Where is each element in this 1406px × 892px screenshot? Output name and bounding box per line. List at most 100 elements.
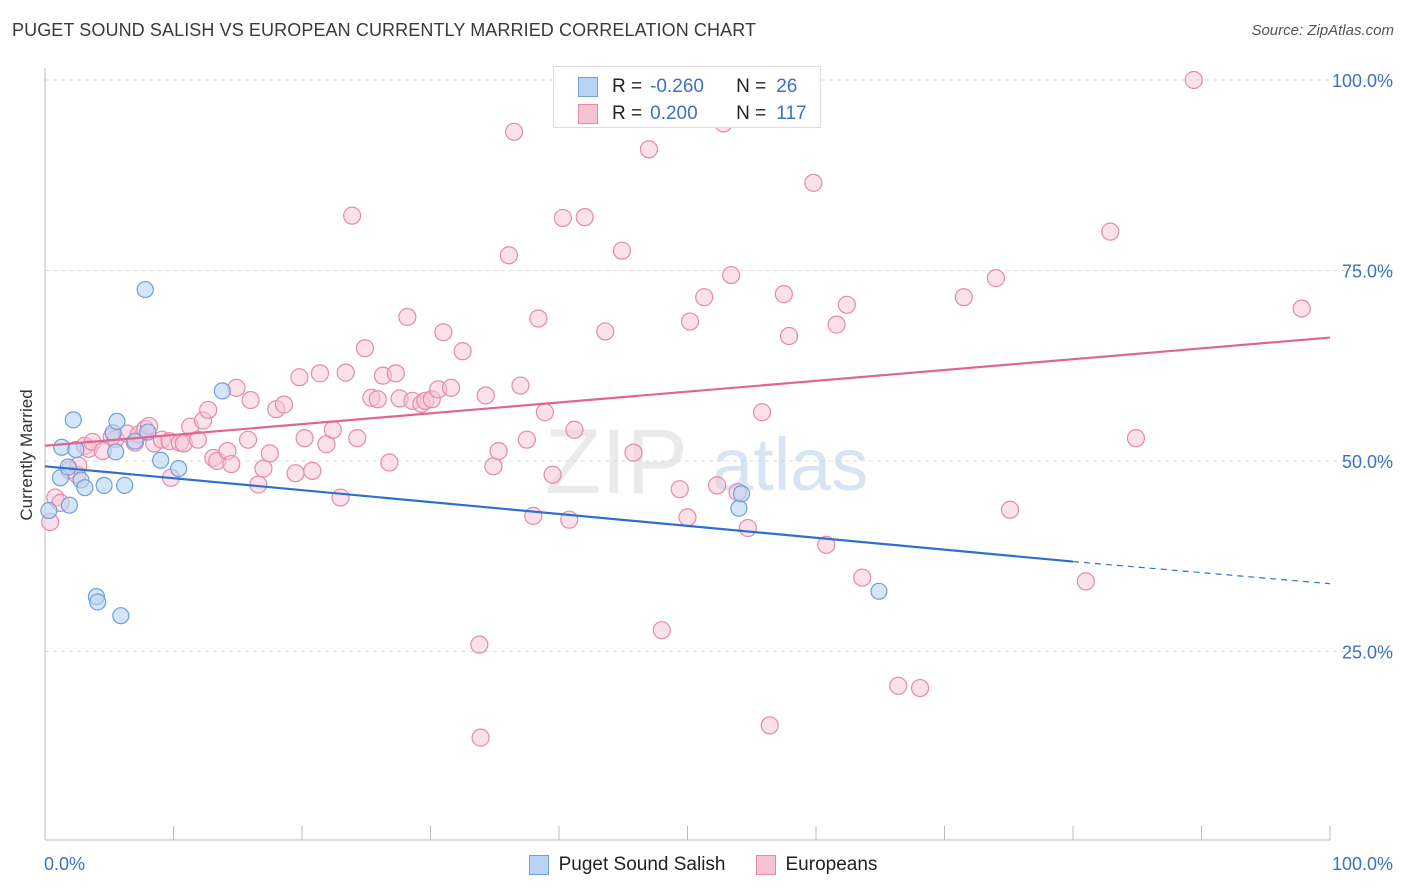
chart-title: PUGET SOUND SALISH VS EUROPEAN CURRENTLY… <box>12 20 757 40</box>
data-point-europeans <box>254 459 273 478</box>
data-point-europeans <box>553 208 572 228</box>
y-tick-label: 100.0% <box>1332 71 1393 91</box>
y-tick-label: 75.0% <box>1342 262 1393 282</box>
legend: Puget Sound Salish Europeans <box>0 850 1406 880</box>
data-point-europeans <box>837 295 856 314</box>
data-point-europeans <box>331 488 350 507</box>
data-point-europeans <box>517 430 536 449</box>
data-point-europeans <box>290 368 309 387</box>
data-point-salish <box>730 499 748 517</box>
trend-line-europeans <box>44 336 1331 447</box>
data-point-europeans <box>670 480 689 499</box>
legend-label-salish: Puget Sound Salish <box>558 854 726 875</box>
data-point-europeans <box>889 676 908 695</box>
data-point-europeans <box>199 400 218 420</box>
trend-lines <box>44 336 1331 585</box>
data-point-europeans <box>1000 500 1020 519</box>
salish-points <box>40 280 888 625</box>
data-point-europeans <box>695 288 714 307</box>
data-point-europeans <box>489 441 508 461</box>
data-point-europeans <box>722 265 741 285</box>
data-point-europeans <box>343 206 362 225</box>
source-note: Source: ZipAtlas.com <box>1251 22 1394 39</box>
data-point-europeans <box>817 535 836 554</box>
data-point-salish <box>108 412 126 430</box>
data-point-salish <box>40 501 58 520</box>
data-point-europeans <box>535 403 554 422</box>
data-point-europeans <box>295 429 314 448</box>
data-point-europeans <box>1076 572 1095 591</box>
legend-item-salish[interactable]: Puget Sound Salish <box>528 854 726 876</box>
data-point-salish <box>64 411 82 429</box>
stats-box: R = -0.260 N = 26 R = 0.200 N = 117 <box>553 66 821 128</box>
data-point-europeans <box>986 269 1006 288</box>
data-point-europeans <box>779 326 799 346</box>
data-point-europeans <box>470 635 489 654</box>
data-point-europeans <box>398 307 417 327</box>
data-point-salish <box>67 440 85 459</box>
data-point-europeans <box>310 364 330 383</box>
data-point-europeans <box>241 390 260 410</box>
data-point-salish <box>89 593 107 611</box>
axes <box>44 68 1331 841</box>
legend-item-europeans[interactable]: Europeans <box>755 854 878 876</box>
data-point-salish <box>76 479 94 497</box>
x-tick-label: 100.0% <box>1332 854 1393 874</box>
salish-swatch <box>578 77 598 97</box>
data-point-europeans <box>853 568 872 587</box>
data-point-europeans <box>760 716 779 735</box>
europeans-points <box>41 68 1311 747</box>
data-point-salish <box>112 607 130 625</box>
data-point-europeans <box>1101 222 1120 241</box>
r-value: 0.200 <box>650 103 698 124</box>
tick-labels: 25.0% 50.0% 75.0% 100.0% 0.0% 100.0% <box>44 71 1393 874</box>
data-point-salish <box>732 485 751 503</box>
data-point-europeans <box>612 241 632 260</box>
data-point-europeans <box>529 309 548 328</box>
data-point-salish <box>116 476 134 494</box>
trend-line-salish-extension <box>1072 560 1331 585</box>
n-label: N = <box>736 76 767 97</box>
data-point-europeans <box>368 390 387 409</box>
data-point-europeans <box>188 430 208 449</box>
data-point-europeans <box>227 378 246 397</box>
data-point-salish <box>152 451 170 469</box>
data-point-europeans <box>303 461 322 481</box>
data-point-europeans <box>441 378 461 397</box>
legend-swatch-salish <box>528 855 549 875</box>
data-point-europeans <box>524 506 543 525</box>
data-point-europeans <box>707 476 727 495</box>
data-point-europeans <box>752 403 772 422</box>
data-point-europeans <box>1292 299 1311 318</box>
data-point-europeans <box>954 288 973 307</box>
data-point-salish <box>95 476 113 494</box>
data-point-europeans <box>323 420 342 439</box>
data-point-europeans <box>504 122 524 141</box>
y-tick-label: 50.0% <box>1342 452 1393 472</box>
grid-lines <box>45 79 1395 652</box>
data-point-europeans <box>652 621 671 640</box>
data-point-europeans <box>678 508 697 527</box>
data-point-salish <box>870 582 888 600</box>
y-tick-label: 25.0% <box>1342 643 1393 663</box>
data-point-europeans <box>575 208 594 227</box>
data-point-europeans <box>355 339 375 358</box>
data-point-salish <box>107 443 125 461</box>
legend-label-europeans: Europeans <box>785 854 878 875</box>
data-point-europeans <box>222 454 241 474</box>
data-point-salish <box>136 280 154 299</box>
data-point-europeans <box>511 376 530 395</box>
data-point-europeans <box>596 322 615 341</box>
data-point-europeans <box>286 464 305 483</box>
stats-row-salish: R = -0.260 N = 26 <box>578 74 797 100</box>
data-point-europeans <box>434 323 453 342</box>
data-point-europeans <box>624 443 643 462</box>
data-point-europeans <box>348 429 367 448</box>
data-point-europeans <box>565 420 584 439</box>
data-point-europeans <box>238 430 258 449</box>
n-label: N = <box>736 103 767 124</box>
data-point-europeans <box>774 285 793 304</box>
stats-row-europeans: R = 0.200 N = 117 <box>578 101 807 127</box>
x-tick-label: 0.0% <box>44 854 85 874</box>
